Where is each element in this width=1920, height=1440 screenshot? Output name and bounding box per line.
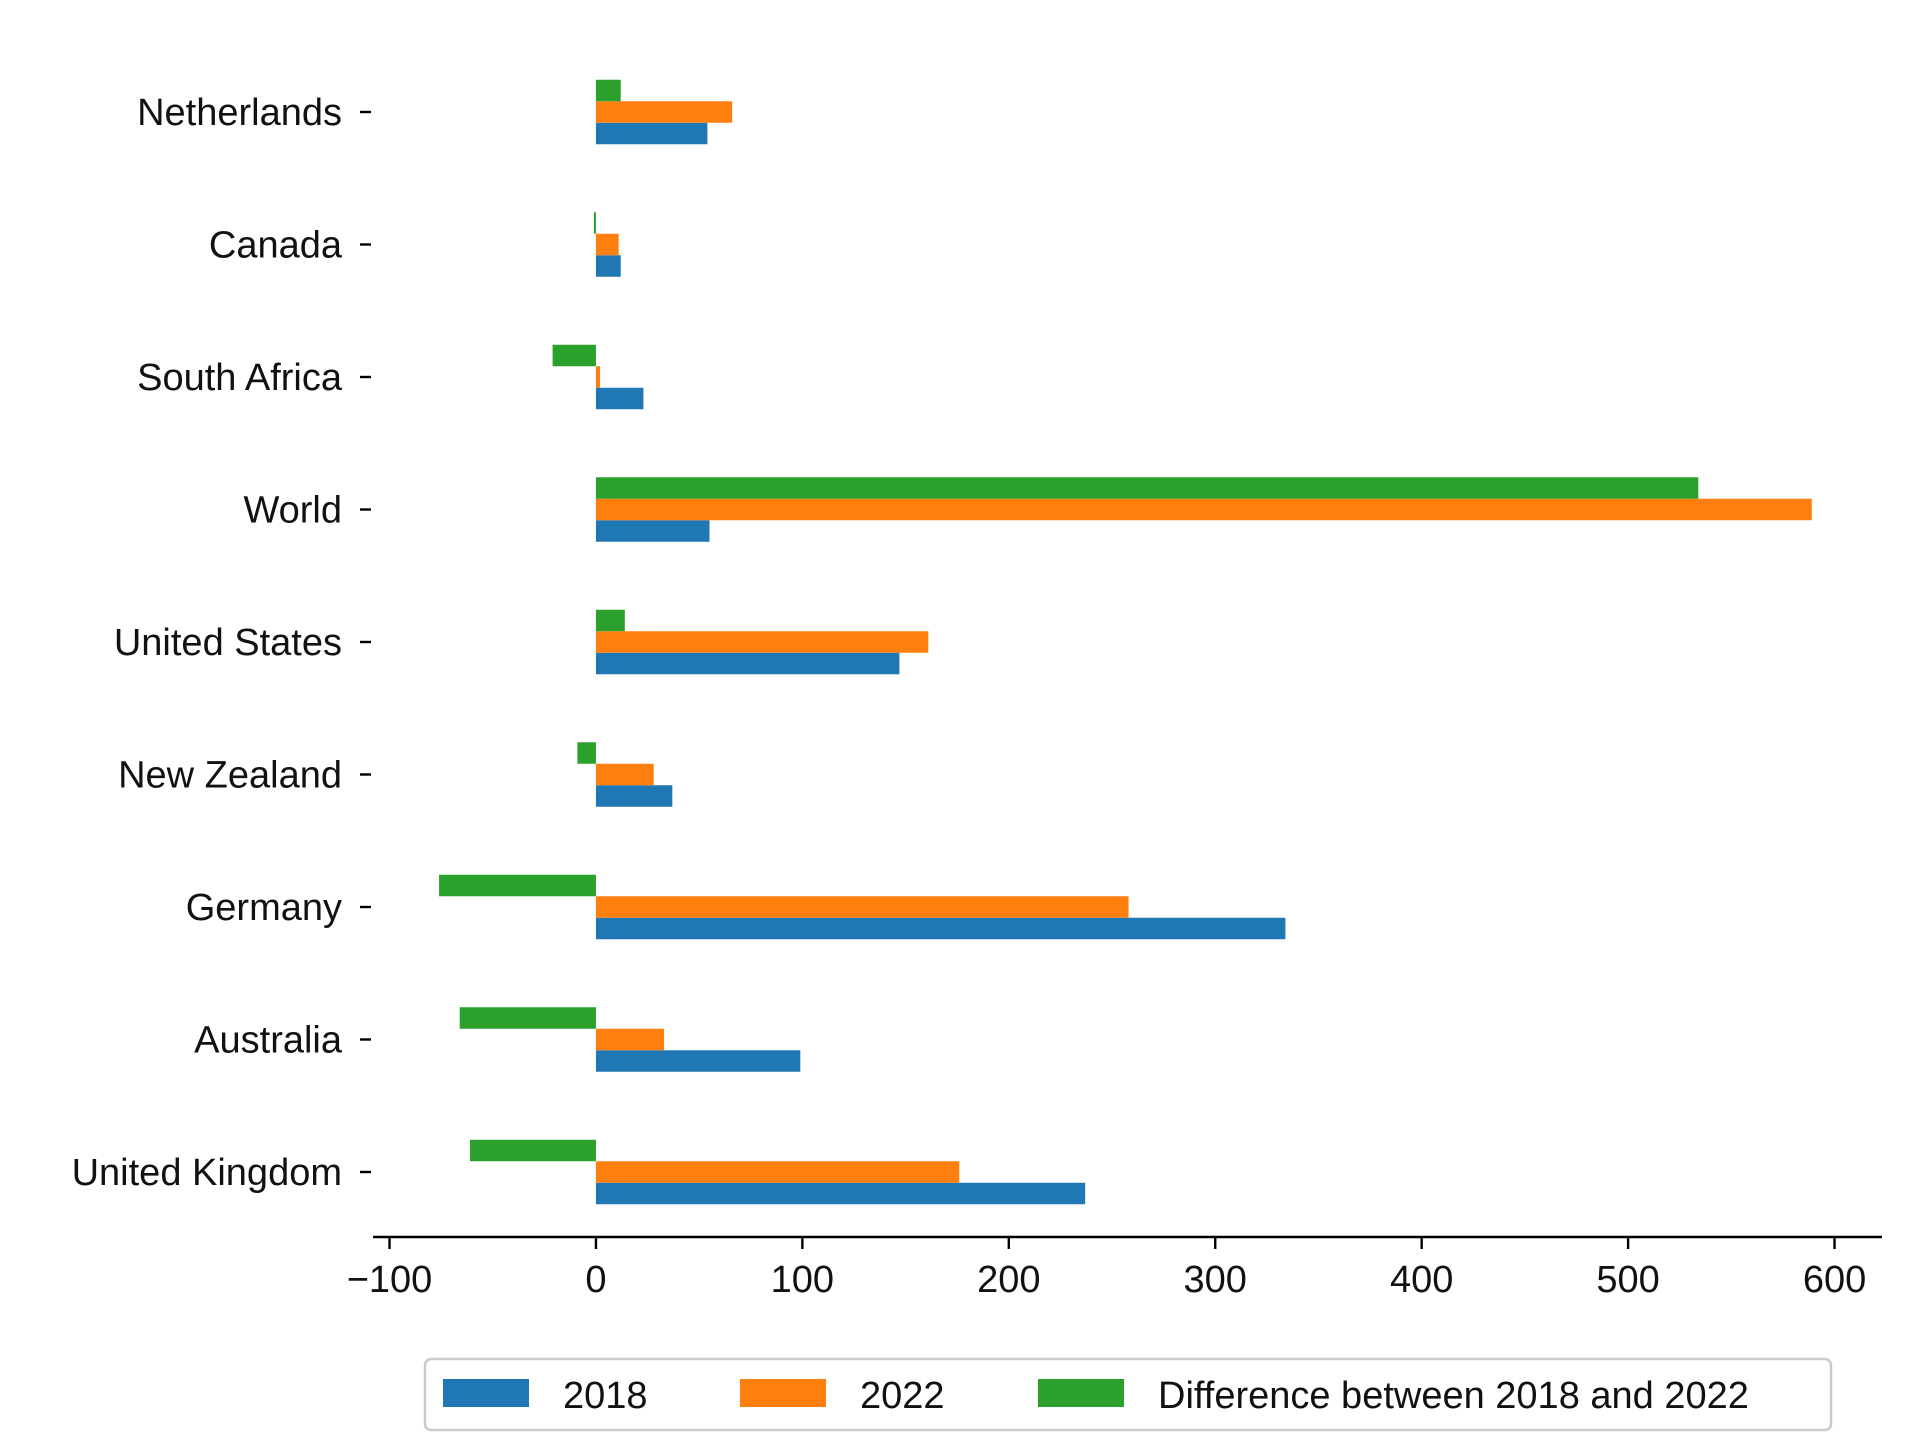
y-tick-label-netherlands: Netherlands bbox=[137, 92, 342, 134]
x-tick-label: 400 bbox=[1390, 1259, 1453, 1301]
bar-new-zealand-2018 bbox=[595, 785, 673, 807]
bar-australia-2022 bbox=[595, 1028, 665, 1051]
y-tick-label-germany: Germany bbox=[186, 887, 342, 929]
bar-netherlands-2018 bbox=[595, 122, 708, 145]
legend-swatch-2018 bbox=[443, 1379, 529, 1407]
bar-netherlands-2022 bbox=[595, 101, 733, 123]
bar-canada-difference-between-2018-and-2022 bbox=[593, 212, 596, 234]
bar-united-states-difference-between-2018-and-2022 bbox=[595, 609, 625, 632]
bar-new-zealand-difference-between-2018-and-2022 bbox=[577, 742, 596, 764]
bar-canada-2018 bbox=[595, 255, 621, 277]
y-tick-label-united-kingdom: United Kingdom bbox=[72, 1152, 342, 1194]
bar-united-kingdom-difference-between-2018-and-2022 bbox=[470, 1139, 596, 1162]
bar-south-africa-2022 bbox=[595, 366, 601, 388]
x-tick-label: 200 bbox=[977, 1259, 1040, 1301]
bar-world-2018 bbox=[595, 520, 710, 542]
bar-germany-difference-between-2018-and-2022 bbox=[439, 874, 596, 897]
y-tick-label-australia: Australia bbox=[194, 1020, 343, 1062]
bar-netherlands-difference-between-2018-and-2022 bbox=[595, 79, 621, 102]
y-tick-label-united-states: United States bbox=[114, 622, 342, 664]
bar-new-zealand-2022 bbox=[595, 763, 654, 786]
bar-germany-2018 bbox=[595, 917, 1286, 940]
y-tick-label-world: World bbox=[243, 490, 342, 532]
x-tick-label: 300 bbox=[1184, 1259, 1247, 1301]
x-tick-label: 0 bbox=[585, 1259, 606, 1301]
legend: 2018 2022 Difference between 2018 and 2022 bbox=[423, 1357, 1833, 1432]
x-tick-label: 500 bbox=[1596, 1259, 1659, 1301]
bar-united-states-2022 bbox=[595, 631, 929, 653]
x-tick-label: 100 bbox=[771, 1259, 834, 1301]
bar-germany-2022 bbox=[595, 896, 1129, 918]
bar-united-kingdom-2022 bbox=[595, 1161, 960, 1183]
y-tick-label-new-zealand: New Zealand bbox=[118, 755, 342, 797]
bar-united-states-2018 bbox=[595, 652, 900, 675]
y-tick-label-canada: Canada bbox=[209, 225, 343, 267]
chart-bars bbox=[439, 79, 1812, 1205]
bar-australia-difference-between-2018-and-2022 bbox=[459, 1007, 596, 1029]
x-axis: −100 0 100 200 300 400 500 600 bbox=[347, 1235, 1882, 1301]
legend-label-2022: 2022 bbox=[860, 1375, 945, 1417]
bar-world-2022 bbox=[595, 498, 1812, 521]
bar-south-africa-2018 bbox=[595, 387, 644, 410]
bar-canada-2022 bbox=[595, 233, 619, 256]
bar-australia-2018 bbox=[595, 1050, 801, 1072]
y-axis: United Kingdom Australia Germany New Zealan… bbox=[72, 92, 371, 1194]
x-tick-label: −100 bbox=[347, 1259, 433, 1301]
x-tick-label: 600 bbox=[1803, 1259, 1866, 1301]
bar-world-difference-between-2018-and-2022 bbox=[595, 477, 1699, 499]
legend-label-2018: 2018 bbox=[563, 1375, 648, 1417]
bar-united-kingdom-2018 bbox=[595, 1182, 1086, 1205]
legend-box bbox=[423, 1357, 1833, 1432]
bar-south-africa-difference-between-2018-and-2022 bbox=[552, 344, 596, 367]
y-tick-label-south-africa: South Africa bbox=[137, 357, 343, 399]
legend-swatch-2022 bbox=[740, 1379, 826, 1407]
legend-label-difference-between-2018-and-2022: Difference between 2018 and 2022 bbox=[1158, 1375, 1749, 1417]
legend-swatch-difference-between-2018-and-2022 bbox=[1038, 1379, 1124, 1407]
